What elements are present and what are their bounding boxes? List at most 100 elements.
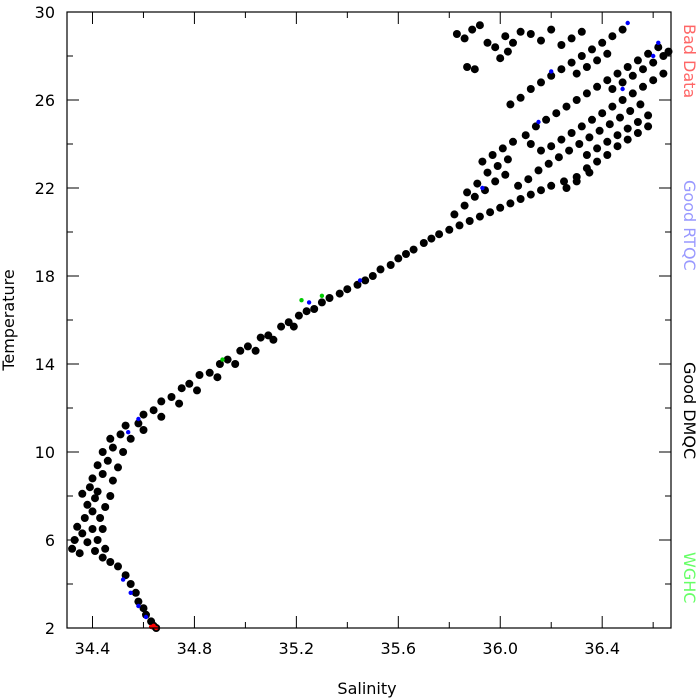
data-point-good-dmqc xyxy=(88,507,97,516)
data-point-good-dmqc xyxy=(116,430,125,439)
data-point-good-dmqc xyxy=(215,360,224,368)
data-point-good-dmqc xyxy=(419,239,428,247)
data-point-good-dmqc xyxy=(205,368,214,377)
data-point-good-dmqc xyxy=(236,346,245,355)
data-point-good-dmqc xyxy=(80,514,89,522)
data-point-good-dmqc xyxy=(562,102,571,111)
data-point-good-dmqc xyxy=(483,38,492,47)
data-point-good-dmqc xyxy=(585,133,594,142)
data-point-good-dmqc xyxy=(256,333,265,342)
data-point-good-dmqc xyxy=(167,393,176,401)
data-point-good-dmqc xyxy=(567,58,576,67)
data-point-good-dmqc xyxy=(98,448,107,456)
data-point-good-dmqc xyxy=(613,131,622,140)
data-point-good-dmqc xyxy=(506,100,515,109)
data-point-good-dmqc xyxy=(577,122,586,131)
data-point-good-rtqc xyxy=(136,603,141,609)
data-point-good-dmqc xyxy=(516,93,525,102)
data-point-good-dmqc xyxy=(223,355,232,364)
data-point-good-dmqc xyxy=(593,56,602,65)
data-point-good-dmqc xyxy=(139,410,148,419)
data-point-good-dmqc xyxy=(598,38,607,47)
data-points xyxy=(68,20,673,632)
data-point-good-dmqc xyxy=(623,63,632,71)
data-point-good-dmqc xyxy=(605,120,614,129)
data-point-good-dmqc xyxy=(603,137,612,146)
y-tick-label: 18 xyxy=(35,267,55,286)
data-point-good-dmqc xyxy=(526,140,535,148)
data-point-good-rtqc xyxy=(536,119,541,125)
data-point-good-dmqc xyxy=(289,322,298,331)
data-point-good-dmqc xyxy=(516,195,525,203)
data-point-good-dmqc xyxy=(114,562,122,571)
data-point-good-dmqc xyxy=(131,588,140,597)
data-point-good-dmqc xyxy=(310,305,319,313)
data-point-good-dmqc xyxy=(593,157,602,166)
data-point-good-dmqc xyxy=(542,115,551,124)
data-point-good-dmqc xyxy=(121,571,130,580)
data-point-good-dmqc xyxy=(572,177,581,186)
data-point-wghc xyxy=(319,293,325,298)
data-point-good-dmqc xyxy=(149,406,158,415)
data-point-good-dmqc xyxy=(654,43,663,52)
data-point-good-dmqc xyxy=(588,45,596,54)
data-point-good-dmqc xyxy=(483,168,492,177)
data-point-wghc xyxy=(220,357,225,362)
data-point-good-dmqc xyxy=(394,254,403,263)
data-point-good-dmqc xyxy=(496,54,505,63)
data-point-good-dmqc xyxy=(455,221,464,230)
data-point-good-dmqc xyxy=(470,65,479,74)
data-point-good-dmqc xyxy=(575,140,584,148)
data-point-good-dmqc xyxy=(177,384,186,393)
data-point-good-dmqc xyxy=(503,155,512,164)
data-point-good-dmqc xyxy=(623,124,632,133)
data-point-good-dmqc xyxy=(121,421,130,430)
data-point-good-rtqc xyxy=(126,430,131,435)
data-point-good-dmqc xyxy=(659,69,668,78)
data-point-good-dmqc xyxy=(106,434,115,443)
data-point-good-dmqc xyxy=(593,144,602,153)
data-point-good-dmqc xyxy=(491,177,500,186)
x-tick-label: 34.8 xyxy=(177,639,213,658)
data-point-good-dmqc xyxy=(516,27,525,36)
y-tick-label: 22 xyxy=(35,179,55,198)
data-point-good-dmqc xyxy=(75,549,84,558)
data-point-good-dmqc xyxy=(108,476,117,485)
data-point-good-dmqc xyxy=(460,34,469,43)
data-point-good-dmqc xyxy=(91,494,99,503)
data-point-good-dmqc xyxy=(603,76,612,85)
data-point-good-rtqc xyxy=(120,577,126,582)
data-point-good-dmqc xyxy=(147,617,156,626)
data-point-good-rtqc xyxy=(357,278,363,283)
data-point-good-dmqc xyxy=(493,162,502,170)
data-point-good-rtqc xyxy=(306,300,312,305)
data-point-good-dmqc xyxy=(537,186,545,195)
data-point-good-dmqc xyxy=(560,177,568,186)
data-point-good-dmqc xyxy=(644,49,653,58)
data-point-good-dmqc xyxy=(633,118,642,126)
x-tick-label: 36.4 xyxy=(584,639,620,658)
data-point-good-dmqc xyxy=(468,25,477,34)
data-point-good-dmqc xyxy=(509,38,517,47)
data-point-good-dmqc xyxy=(582,63,591,71)
data-point-good-dmqc xyxy=(68,544,77,553)
data-point-good-dmqc xyxy=(106,492,115,500)
data-point-good-dmqc xyxy=(103,456,112,465)
data-point-good-dmqc xyxy=(547,71,556,80)
data-point-good-dmqc xyxy=(633,56,642,65)
data-point-good-dmqc xyxy=(567,34,576,43)
y-tick-label: 14 xyxy=(35,355,55,374)
data-point-good-dmqc xyxy=(98,525,107,533)
data-point-good-dmqc xyxy=(269,335,278,344)
data-point-good-dmqc xyxy=(386,261,395,269)
data-point-good-dmqc xyxy=(577,27,586,36)
data-point-good-dmqc xyxy=(649,58,658,67)
data-point-good-dmqc xyxy=(83,538,92,547)
legend-label-wghc: WGHC xyxy=(680,552,699,603)
data-point-good-dmqc xyxy=(294,311,303,320)
data-point-good-dmqc xyxy=(445,225,454,234)
x-axis-title: Salinity xyxy=(337,679,396,698)
data-point-good-dmqc xyxy=(185,379,194,388)
data-point-good-rtqc xyxy=(128,590,133,595)
data-point-good-dmqc xyxy=(88,474,97,483)
